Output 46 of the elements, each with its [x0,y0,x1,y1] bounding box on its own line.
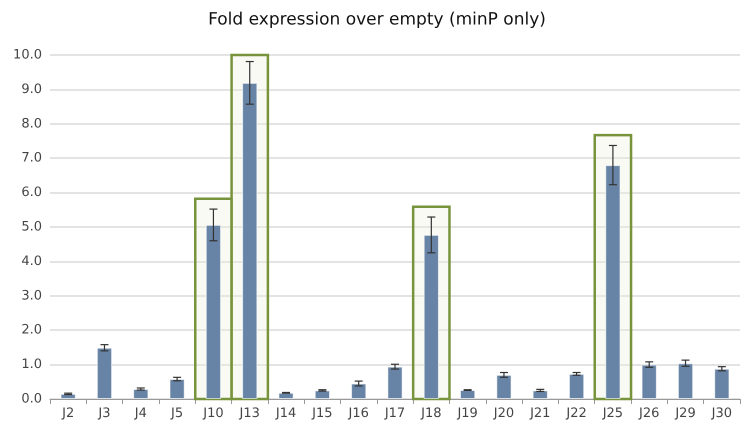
bar [532,390,548,399]
bar [169,379,185,399]
x-tick-label: J26 [638,406,660,421]
x-tick-label: J2 [61,406,74,421]
bar [314,390,330,399]
y-tick-label: 1.0 [21,357,42,372]
bar [387,366,403,399]
y-tick-label: 3.0 [21,288,42,304]
x-tick-label: J5 [170,406,184,421]
y-tick-label: 9.0 [21,82,42,97]
bar [278,392,294,399]
x-tick-label: J16 [347,406,369,421]
x-tick-label: J19 [456,406,478,421]
x-tick-label: J3 [97,406,111,421]
y-tick-label: 7.0 [21,150,42,166]
x-tick-label: J4 [134,406,147,421]
y-tick-label: 10.0 [13,48,42,62]
y-tick-label: 4.0 [21,254,42,269]
x-tick-label: J22 [565,406,587,421]
x-tick-label: J20 [492,406,514,421]
bar [714,368,730,399]
x-tick-label: J13 [238,406,260,421]
x-tick-label: J29 [674,406,696,421]
bar [460,390,476,399]
bar [60,394,76,399]
x-tick-label: J30 [710,406,732,421]
bar [568,374,584,399]
bar [496,374,512,399]
bar [351,384,366,399]
x-tick-label: J25 [602,406,624,421]
bar [678,363,694,399]
x-tick-label: J21 [529,406,550,421]
chart-title: Fold expression over empty (minP only) [208,10,546,30]
x-tick-label: J17 [384,406,406,421]
x-tick-label: J18 [420,406,442,421]
x-tick-label: J15 [311,406,333,421]
x-tick-label: J10 [202,406,224,421]
bar [642,364,657,399]
x-tick-label: J14 [274,406,296,421]
y-tick-label: 2.0 [21,322,42,338]
y-tick-label: 8.0 [21,116,42,132]
y-tick-label: 5.0 [21,220,42,234]
bar [133,389,148,399]
bar [96,348,112,399]
y-tick-label: 6.0 [21,185,42,200]
y-tick-label: 0.0 [21,392,42,406]
